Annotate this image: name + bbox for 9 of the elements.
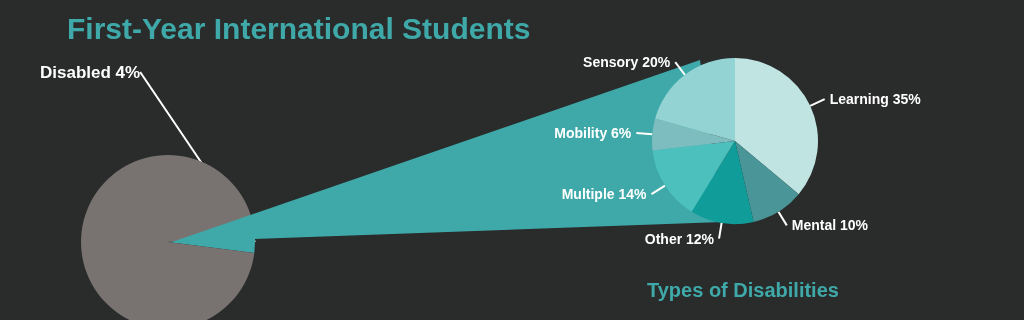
chart-title: First-Year International Students <box>67 11 531 45</box>
slice-label: Learning 35% <box>829 91 922 108</box>
slice-label: Mobility 6% <box>554 124 632 141</box>
slice-label: Multiple 14% <box>561 186 648 203</box>
slice-label: Mental 10% <box>791 217 869 234</box>
text: Types of Disabilities <box>647 279 839 301</box>
slice-label: Other 12% <box>644 230 715 247</box>
slice-label: Disabled 4% <box>40 62 141 82</box>
slice-label: Sensory 20% <box>583 54 671 71</box>
